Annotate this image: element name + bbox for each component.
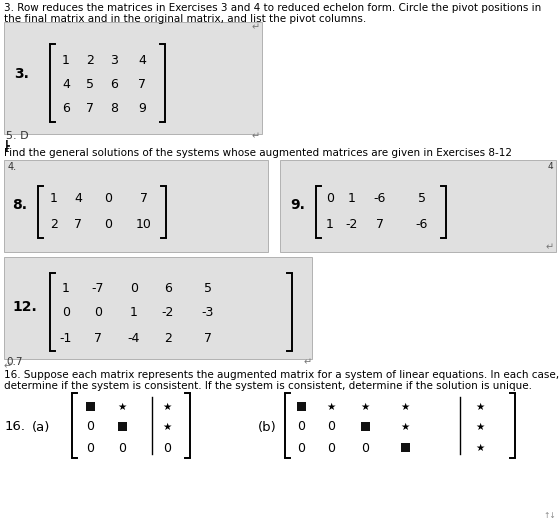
Text: ↵: ↵ <box>252 131 260 141</box>
Text: 0: 0 <box>327 442 335 455</box>
Text: (a): (a) <box>32 421 50 433</box>
FancyBboxPatch shape <box>280 160 556 252</box>
Bar <box>86 402 95 411</box>
Text: 0: 0 <box>118 442 126 455</box>
Text: 7: 7 <box>140 193 148 206</box>
Text: 0: 0 <box>326 193 334 206</box>
Text: 7: 7 <box>204 331 212 345</box>
Text: ↵: ↵ <box>546 242 554 252</box>
Text: 9: 9 <box>138 102 146 115</box>
Text: Find the general solutions of the systems whose augmented matrices are given in : Find the general solutions of the system… <box>4 148 512 158</box>
Bar <box>118 422 127 431</box>
Text: 4: 4 <box>74 193 82 206</box>
Text: 2: 2 <box>164 331 172 345</box>
Text: 2: 2 <box>86 53 94 66</box>
Text: 0: 0 <box>297 421 305 433</box>
Text: 10: 10 <box>136 219 152 231</box>
Text: ★: ★ <box>162 402 171 412</box>
Text: 5: 5 <box>204 282 212 295</box>
Text: 7: 7 <box>138 77 146 90</box>
Text: 4: 4 <box>547 162 553 171</box>
Text: the final matrix and in the original matrix, and list the pivot columns.: the final matrix and in the original mat… <box>4 14 366 24</box>
Text: 5: 5 <box>86 77 94 90</box>
Text: ↵: ↵ <box>4 361 12 371</box>
Text: 8.: 8. <box>12 198 27 212</box>
Text: 12.: 12. <box>12 300 37 314</box>
Text: 6: 6 <box>62 102 70 115</box>
Text: ★: ★ <box>475 443 484 453</box>
Text: 0: 0 <box>94 306 102 319</box>
Text: 0: 0 <box>297 442 305 455</box>
Text: 9.: 9. <box>290 198 305 212</box>
Bar <box>361 422 370 431</box>
Text: 0: 0 <box>327 421 335 433</box>
Text: -7: -7 <box>92 282 104 295</box>
Text: -1: -1 <box>60 331 72 345</box>
Text: 0: 0 <box>62 306 70 319</box>
Text: ★: ★ <box>326 402 335 412</box>
Text: 3.: 3. <box>14 67 29 81</box>
Text: 5. D: 5. D <box>6 131 29 141</box>
Text: -6: -6 <box>374 193 386 206</box>
Text: 5: 5 <box>418 193 426 206</box>
Text: 4: 4 <box>62 77 70 90</box>
FancyBboxPatch shape <box>4 22 262 134</box>
FancyBboxPatch shape <box>4 160 268 252</box>
FancyBboxPatch shape <box>4 257 312 359</box>
Text: 6: 6 <box>110 77 118 90</box>
Text: -3: -3 <box>202 306 214 319</box>
Text: ★: ★ <box>475 422 484 432</box>
Text: 1: 1 <box>326 219 334 231</box>
Text: 3: 3 <box>110 53 118 66</box>
Text: 4.: 4. <box>8 162 17 172</box>
Text: determine if the system is consistent. If the system is consistent, determine if: determine if the system is consistent. I… <box>4 381 532 391</box>
Text: 7: 7 <box>86 102 94 115</box>
Text: ★: ★ <box>400 402 409 412</box>
Text: 2: 2 <box>50 219 58 231</box>
Text: ┣: ┣ <box>4 139 10 151</box>
Text: -2: -2 <box>162 306 174 319</box>
Text: ★: ★ <box>118 402 127 412</box>
Text: -2: -2 <box>346 219 358 231</box>
Text: 6: 6 <box>164 282 172 295</box>
Text: 0: 0 <box>104 219 112 231</box>
Text: 1: 1 <box>62 282 70 295</box>
Text: ★: ★ <box>361 402 370 412</box>
Text: 1: 1 <box>130 306 138 319</box>
Text: -4: -4 <box>128 331 140 345</box>
Text: -6: -6 <box>416 219 428 231</box>
Text: 0: 0 <box>130 282 138 295</box>
Text: ↑↓: ↑↓ <box>543 511 556 520</box>
Text: 7: 7 <box>74 219 82 231</box>
Text: 4: 4 <box>138 53 146 66</box>
Text: 0: 0 <box>163 442 171 455</box>
Text: ★: ★ <box>475 402 484 412</box>
Text: (b): (b) <box>258 421 277 433</box>
Text: 1: 1 <box>50 193 58 206</box>
Text: 7: 7 <box>376 219 384 231</box>
Text: 0: 0 <box>86 421 94 433</box>
Text: 1: 1 <box>348 193 356 206</box>
Text: ★: ★ <box>400 422 409 432</box>
Text: 16.: 16. <box>5 421 26 433</box>
Text: 0: 0 <box>104 193 112 206</box>
Bar <box>401 443 410 452</box>
Text: ★: ★ <box>162 422 171 432</box>
Text: 0.7: 0.7 <box>6 357 22 367</box>
Text: 0: 0 <box>86 442 94 455</box>
Text: 8: 8 <box>110 102 118 115</box>
Text: 1: 1 <box>62 53 70 66</box>
Text: 0: 0 <box>361 442 369 455</box>
Text: 16. Suppose each matrix represents the augmented matrix for a system of linear e: 16. Suppose each matrix represents the a… <box>4 370 559 380</box>
Text: ↵: ↵ <box>304 357 312 367</box>
Text: ↵: ↵ <box>252 22 260 32</box>
Text: 7: 7 <box>94 331 102 345</box>
Text: 3. Row reduces the matrices in Exercises 3 and 4 to reduced echelon form. Circle: 3. Row reduces the matrices in Exercises… <box>4 3 542 13</box>
Bar <box>297 402 306 411</box>
